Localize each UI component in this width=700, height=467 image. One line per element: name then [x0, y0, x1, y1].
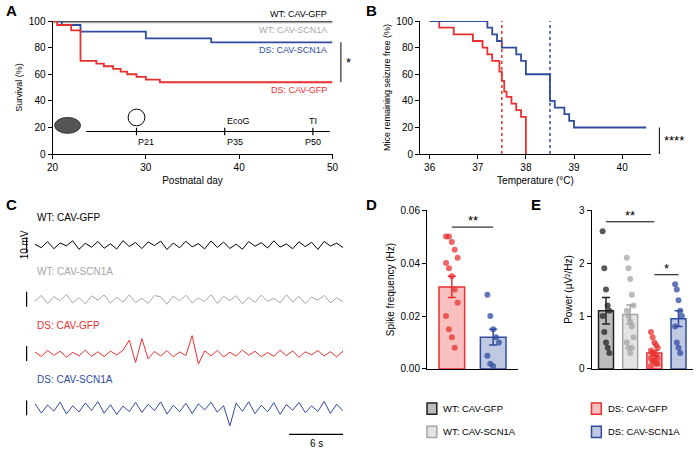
svg-text:2: 2 — [579, 258, 585, 269]
svg-text:Power (µV²/Hz): Power (µV²/Hz) — [563, 255, 574, 324]
svg-text:37: 37 — [472, 162, 484, 173]
svg-text:6 s: 6 s — [310, 438, 323, 449]
svg-text:EcoG: EcoG — [227, 116, 250, 126]
svg-text:38: 38 — [520, 162, 532, 173]
svg-text:DS: CAV-SCN1A: DS: CAV-SCN1A — [37, 374, 113, 385]
svg-text:20: 20 — [34, 122, 46, 133]
svg-text:10 mV: 10 mV — [19, 230, 30, 259]
svg-text:39: 39 — [568, 162, 580, 173]
svg-text:P50: P50 — [305, 137, 321, 147]
svg-text:E: E — [531, 196, 541, 213]
svg-text:DS: CAV-GFP: DS: CAV-GFP — [271, 85, 327, 95]
svg-text:1: 1 — [579, 311, 585, 322]
svg-text:Mice remaining seizure free (%: Mice remaining seizure free (%) — [382, 24, 392, 151]
svg-text:60: 60 — [402, 69, 414, 80]
svg-text:40: 40 — [617, 162, 629, 173]
svg-text:WT: CAV-SCN1A: WT: CAV-SCN1A — [443, 426, 516, 437]
svg-text:50: 50 — [327, 162, 339, 173]
svg-text:100: 100 — [396, 16, 413, 27]
svg-text:WT: CAV-GFP: WT: CAV-GFP — [37, 212, 100, 223]
svg-text:**: ** — [468, 213, 478, 228]
svg-text:*: * — [664, 261, 669, 276]
svg-text:P35: P35 — [227, 137, 243, 147]
svg-text:0: 0 — [40, 149, 46, 160]
svg-text:30: 30 — [140, 162, 152, 173]
svg-text:A: A — [6, 2, 17, 19]
svg-text:40: 40 — [234, 162, 246, 173]
svg-text:20: 20 — [402, 122, 414, 133]
svg-text:Postnatal day: Postnatal day — [162, 175, 223, 186]
svg-text:**: ** — [625, 208, 635, 223]
svg-text:TI: TI — [309, 116, 317, 126]
svg-text:DS: CAV-GFP: DS: CAV-GFP — [608, 403, 667, 414]
svg-text:0.00: 0.00 — [401, 363, 421, 374]
svg-text:****: **** — [664, 133, 684, 148]
svg-text:B: B — [366, 2, 377, 19]
svg-text:0: 0 — [579, 363, 585, 374]
svg-text:80: 80 — [402, 42, 414, 53]
svg-text:3: 3 — [579, 205, 585, 216]
svg-text:40: 40 — [34, 95, 46, 106]
svg-text:Survival (%): Survival (%) — [14, 63, 24, 112]
svg-text:0.06: 0.06 — [401, 205, 421, 216]
svg-text:40: 40 — [402, 95, 414, 106]
svg-text:60: 60 — [34, 69, 46, 80]
svg-text:*: * — [346, 55, 351, 70]
svg-text:C: C — [6, 196, 17, 213]
svg-text:0.04: 0.04 — [401, 258, 421, 269]
svg-text:36: 36 — [424, 162, 436, 173]
svg-text:0: 0 — [407, 149, 413, 160]
svg-text:0.02: 0.02 — [401, 311, 421, 322]
svg-text:DS: CAV-SCN1A: DS: CAV-SCN1A — [259, 45, 327, 55]
svg-text:20: 20 — [47, 162, 59, 173]
svg-text:100: 100 — [29, 16, 46, 27]
svg-text:DS: CAV-SCN1A: DS: CAV-SCN1A — [608, 426, 680, 437]
svg-text:WT: CAV-SCN1A: WT: CAV-SCN1A — [259, 25, 327, 35]
svg-text:WT: CAV-SCN1A: WT: CAV-SCN1A — [37, 266, 113, 277]
svg-text:P21: P21 — [138, 137, 154, 147]
svg-text:Spike frequency (Hz): Spike frequency (Hz) — [385, 243, 396, 336]
svg-text:Temperature (°C): Temperature (°C) — [497, 175, 574, 186]
svg-text:WT: CAV-GFP: WT: CAV-GFP — [270, 9, 327, 19]
svg-text:WT: CAV-GFP: WT: CAV-GFP — [443, 403, 503, 414]
svg-text:80: 80 — [34, 42, 46, 53]
svg-text:DS: CAV-GFP: DS: CAV-GFP — [37, 320, 100, 331]
svg-text:D: D — [366, 196, 377, 213]
